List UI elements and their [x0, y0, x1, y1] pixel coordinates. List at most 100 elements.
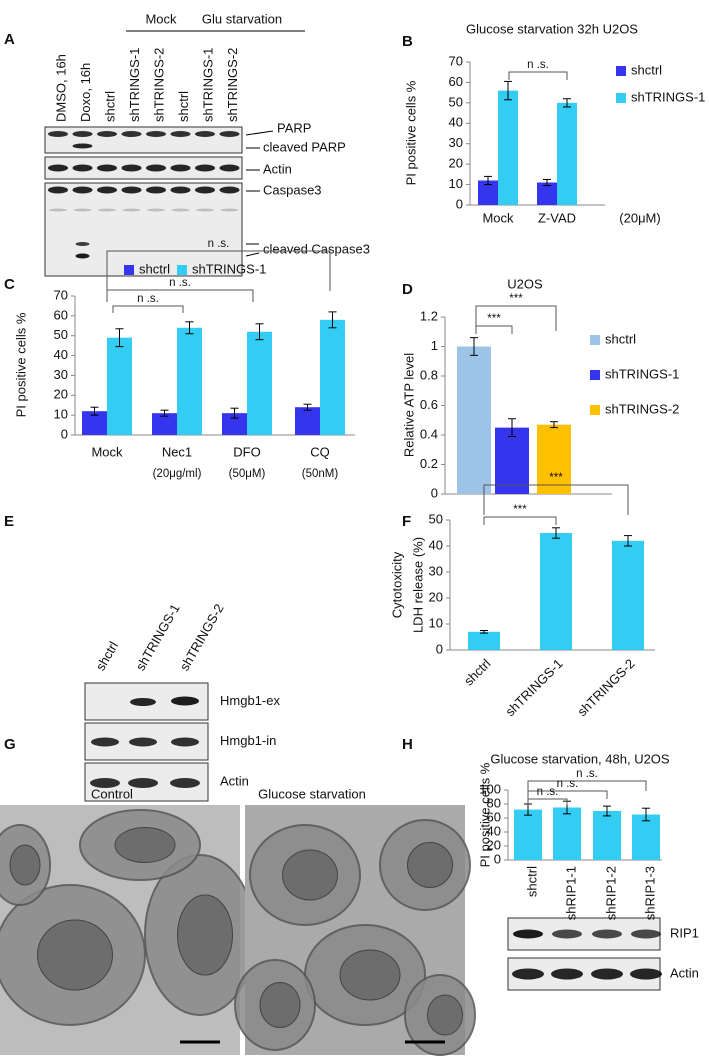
y-tick-label: 80 [487, 795, 501, 810]
error-bar [504, 80, 512, 101]
y-tick-label: 50 [54, 327, 68, 342]
blot-band [121, 164, 142, 172]
bar [495, 427, 529, 494]
nucleus [407, 842, 453, 888]
error-bar [480, 630, 488, 634]
band-label: cleaved PARP [263, 139, 346, 154]
y-tick-label: 40 [487, 823, 501, 838]
bar [468, 631, 500, 650]
legend-swatch [616, 93, 626, 103]
lane-label: shctrl [176, 91, 191, 122]
blot-band [91, 737, 119, 747]
bar [82, 411, 107, 435]
y-tick-label: 30 [54, 367, 68, 382]
y-axis-label: LDH release (%) [410, 537, 425, 633]
lane-label: shTRINGS-1 [127, 48, 142, 122]
legend-label: shctrl [139, 261, 170, 276]
lane-label: shTRINGS-1 [200, 48, 215, 122]
legend-label: shTRINGS-1 [631, 89, 705, 104]
blot-band [551, 968, 583, 980]
lane-label: DMSO, 16h [53, 54, 68, 122]
group-label: Glu starvation [202, 11, 282, 26]
blot-band [512, 968, 544, 980]
x-tick-note: (50μM) [229, 468, 266, 480]
y-tick-label: 30 [429, 563, 443, 578]
error-bar [160, 409, 169, 417]
bar [295, 407, 320, 435]
y-tick-label: 60 [54, 307, 68, 322]
blot-band [121, 186, 142, 194]
bar [320, 319, 345, 435]
legend-label: shTRINGS-2 [605, 401, 679, 416]
error-bar [508, 418, 516, 437]
significance-label: *** [513, 504, 527, 516]
blot-band [48, 186, 68, 194]
y-tick-label: 20 [429, 589, 443, 604]
y-tick-label: 1 [431, 338, 438, 353]
blot-band [130, 698, 156, 706]
bar [222, 413, 247, 435]
significance-bracket [527, 798, 568, 805]
bar [557, 102, 577, 205]
bar [107, 337, 132, 435]
blot-band [98, 208, 116, 212]
error-bar [603, 805, 611, 817]
significance-bracket [106, 289, 254, 302]
y-axis-label: PI positive cells % [403, 80, 418, 185]
y-tick-label: 10 [449, 176, 463, 191]
blot-band [72, 131, 93, 137]
band-label: RIP1 [670, 925, 699, 940]
lane-label: Doxo, 16h [78, 63, 93, 122]
y-tick-label: 40 [449, 115, 463, 130]
bar [152, 413, 177, 435]
significance-bracket [112, 305, 184, 313]
blot-band [552, 929, 582, 939]
blot-band [171, 696, 199, 706]
x-tick-label: shRIP1-3 [642, 866, 657, 920]
significance-bracket [527, 780, 647, 791]
y-tick-label: 0 [431, 485, 438, 500]
y-tick-label: 1.2 [420, 308, 438, 323]
band-label: Actin [220, 773, 249, 788]
bar [478, 180, 498, 205]
legend-label: shctrl [631, 62, 662, 77]
band-label: Caspase3 [263, 182, 322, 197]
panel-label: H [402, 736, 413, 753]
legend-label: shctrl [605, 331, 636, 346]
x-tick-label: shRIP1-2 [603, 866, 618, 920]
error-bar [484, 175, 492, 186]
nucleus [282, 849, 338, 901]
blot-band [195, 131, 215, 137]
blot-membrane [44, 126, 243, 154]
error-bar [552, 527, 560, 539]
x-tick-label: Nec1 [162, 444, 192, 459]
bar [540, 533, 572, 650]
micrograph-label: Glucose starvation [258, 786, 366, 801]
y-tick-label: 0 [436, 641, 443, 656]
blot-band [49, 208, 67, 212]
significance-label: *** [509, 293, 523, 305]
chart-title: Glucose starvation, 48h, U2OS [490, 751, 670, 766]
significance-label: n .s. [527, 59, 549, 71]
legend-label: shTRINGS-1 [192, 261, 266, 276]
error-bar [230, 407, 239, 419]
significance-label: n .s. [537, 786, 559, 798]
significance-label: *** [487, 313, 501, 325]
blot-band [122, 208, 141, 212]
error-bar [543, 178, 551, 187]
blot-band [146, 186, 166, 194]
significance-bracket [508, 71, 568, 80]
bar [612, 540, 644, 650]
blot-band [196, 208, 214, 212]
significance-label: n .s. [169, 277, 191, 289]
blot-band [631, 929, 661, 939]
error-bar [255, 323, 264, 341]
error-bar [470, 337, 478, 356]
significance-bracket [475, 305, 557, 331]
band-label: Actin [670, 965, 699, 980]
blot-band [72, 143, 93, 149]
x-tick-label: shRIP1-1 [563, 866, 578, 920]
bar [177, 327, 202, 435]
nucleus [259, 982, 301, 1028]
